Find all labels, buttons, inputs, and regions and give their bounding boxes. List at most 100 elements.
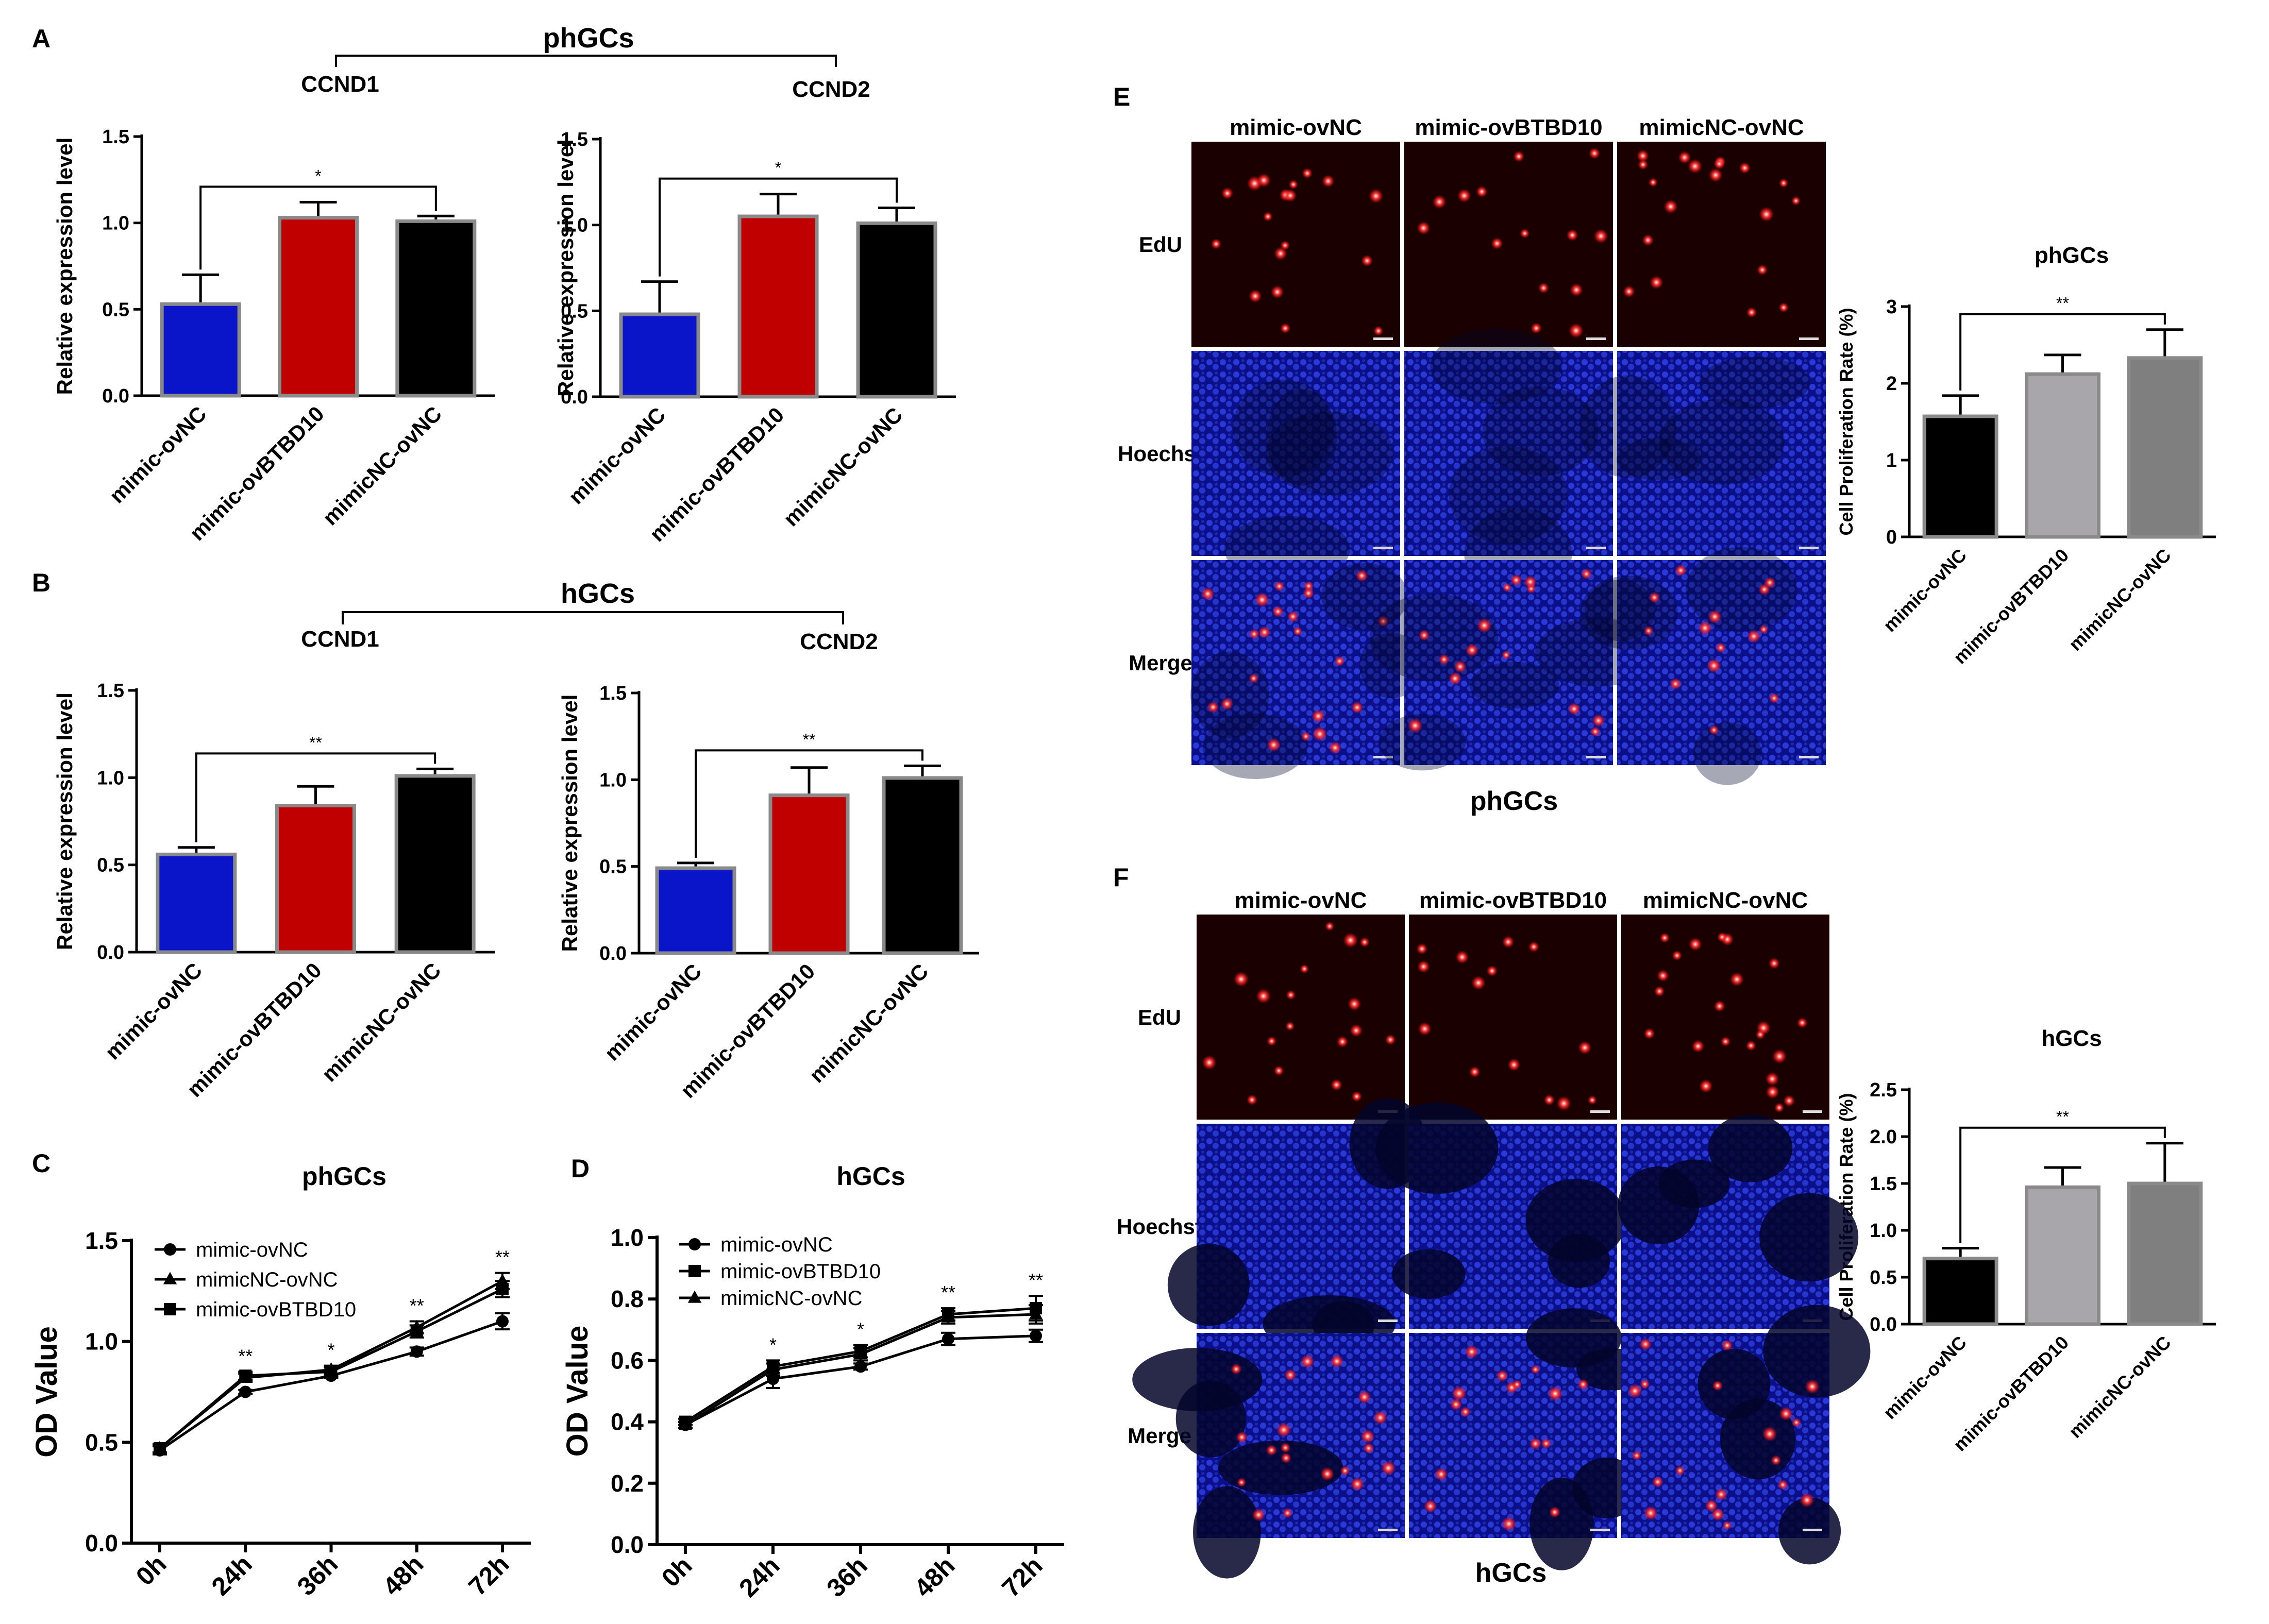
edu-positive-cell <box>1540 1438 1552 1449</box>
edu-positive-cell <box>1221 187 1234 199</box>
edu-positive-cell <box>1407 718 1423 734</box>
edu-positive-cell <box>1448 671 1462 685</box>
edu-positive-cell <box>1746 307 1757 318</box>
edu-positive-cell <box>1491 237 1503 250</box>
dark-region <box>1167 1243 1250 1326</box>
edu-positive-cell <box>1691 1040 1705 1053</box>
edu-positive-cell <box>1423 1499 1437 1513</box>
edu-positive-cell <box>1765 1072 1779 1086</box>
edu-positive-cell <box>1381 1460 1396 1476</box>
edu-positive-cell <box>1350 1477 1365 1492</box>
x-tick-label: 0h <box>130 1549 172 1591</box>
edu-positive-cell <box>1643 1505 1658 1521</box>
edu-positive-cell <box>1548 1386 1563 1401</box>
edu-positive-cell <box>1762 1426 1777 1442</box>
edu-positive-cell <box>1417 960 1430 973</box>
micro-cell-merge-2 <box>1621 1305 1871 1565</box>
edu-positive-cell <box>1639 1338 1652 1351</box>
y-tick-label: 0.0 <box>611 1531 644 1558</box>
dark-region <box>1218 1440 1343 1495</box>
edu-positive-cell <box>1771 1455 1781 1466</box>
micro-cell-edu-2 <box>1621 915 1829 1120</box>
legend-label: mimic-ovBTBD10 <box>720 1260 881 1283</box>
row-label: Hoechst <box>1117 1214 1202 1239</box>
edu-positive-cell <box>1769 692 1779 704</box>
edu-positive-cell <box>1276 1422 1291 1437</box>
scale-bar <box>1373 547 1393 549</box>
hoechst-image <box>1404 351 1613 556</box>
micro-cell-merge-0 <box>1190 560 1424 779</box>
bar-mimic-ovNC <box>655 866 736 955</box>
edu-positive-cell <box>1363 1443 1374 1454</box>
chart-D: hGCs OD Value 0.0 0.2 0.4 0.6 0.8 1.0 0h 24h 36h 48… <box>561 1162 1064 1603</box>
edu-positive-cell <box>1663 199 1678 214</box>
edu-positive-cell <box>1549 1506 1561 1518</box>
scale-bar <box>1586 337 1606 340</box>
edu-positive-cell <box>1556 1096 1571 1111</box>
edu-positive-cell <box>1590 726 1601 737</box>
edu-positive-cell <box>1438 654 1450 665</box>
panel-letter-D: D <box>571 1154 590 1183</box>
chart-title: phGCs <box>2035 243 2109 268</box>
micro-cell-hoechst-0 <box>1191 351 1400 583</box>
edu-positive-cell <box>1632 1450 1642 1461</box>
point-mimicNC-ovNC <box>941 1310 955 1323</box>
edu-positive-cell <box>1285 1021 1295 1031</box>
point-mimic-ovNC <box>496 1315 509 1328</box>
edu-positive-cell <box>1796 1017 1808 1028</box>
dark-region <box>1525 1308 1622 1368</box>
microscopy-grid-F: mimic-ovNC mimic-ovBTBD10 mimicNC-ovNC EdU H… <box>1117 888 1871 1579</box>
edu-positive-cell <box>1281 1452 1292 1464</box>
edu-positive-cell <box>1373 326 1384 336</box>
edu-positive-cell <box>1675 1465 1685 1476</box>
x-tick-label: mimic-ovBTBD10 <box>645 402 788 546</box>
chart-title: CCND2 <box>792 77 870 102</box>
edu-positive-cell <box>1777 1479 1789 1491</box>
edu-positive-cell <box>1706 658 1722 673</box>
legend-label: mimic-ovNC <box>720 1233 833 1256</box>
edu-positive-cell <box>1286 990 1296 1000</box>
edu-positive-cell <box>1652 1476 1663 1488</box>
edu-positive-cell <box>1566 229 1578 241</box>
microscopy-caption-E: phGCs <box>1470 786 1558 816</box>
y-tick-label: 0.0 <box>97 942 124 963</box>
bar-mimicNC-ovNC <box>2127 356 2203 539</box>
y-tick-label: 0.2 <box>611 1470 644 1497</box>
row-label: EdU <box>1138 1005 1181 1029</box>
edu-positive-cell <box>1593 229 1608 244</box>
panel-letter-A: A <box>32 24 51 53</box>
scale-bar <box>1590 1110 1610 1113</box>
edu-positive-cell <box>1587 1095 1597 1105</box>
point-mimicNC-ovNC <box>678 1417 693 1430</box>
edu-positive-cell <box>1451 1385 1467 1401</box>
significance-label: ** <box>941 1282 955 1303</box>
edu-positive-cell <box>1528 941 1539 953</box>
edu-positive-cell <box>1270 285 1284 299</box>
edu-positive-cell <box>1329 741 1342 754</box>
significance-label: * <box>857 1319 864 1340</box>
significance-label: ** <box>2056 294 2069 313</box>
point-mimicNC-ovNC <box>1029 1307 1043 1320</box>
significance-bracket <box>195 752 436 842</box>
y-tick-label: 1.0 <box>102 213 129 234</box>
edu-positive-cell <box>1783 1095 1795 1107</box>
significance-label: ** <box>410 1295 424 1316</box>
edu-positive-cell <box>1320 1467 1335 1481</box>
y-tick-label: 1.5 <box>599 683 627 704</box>
x-tick-label: mimic-ovNC <box>100 958 207 1064</box>
y-axis-label: Relative expression level <box>553 139 578 397</box>
dark-region <box>1618 1166 1700 1244</box>
x-tick-label: mimic-ovNC <box>600 959 707 1065</box>
edu-positive-cell <box>1486 965 1498 977</box>
y-tick-label: 1.0 <box>611 1224 644 1251</box>
bar-mimicNC-ovNC <box>856 221 937 399</box>
y-tick-label: 1.0 <box>1870 1220 1897 1242</box>
chart-A1: CCND1 Relative expression level 0.0 0.5 1.0 1… <box>53 72 495 545</box>
edu-image <box>1197 915 1405 1120</box>
edu-positive-cell <box>1220 697 1234 711</box>
edu-positive-cell <box>1207 701 1219 714</box>
y-tick-label: 0.5 <box>1870 1267 1897 1289</box>
edu-positive-cell <box>1359 937 1370 948</box>
bar-mimic-ovBTBD10 <box>2025 372 2100 539</box>
point-mimic-ovBTBD10 <box>239 1369 252 1382</box>
